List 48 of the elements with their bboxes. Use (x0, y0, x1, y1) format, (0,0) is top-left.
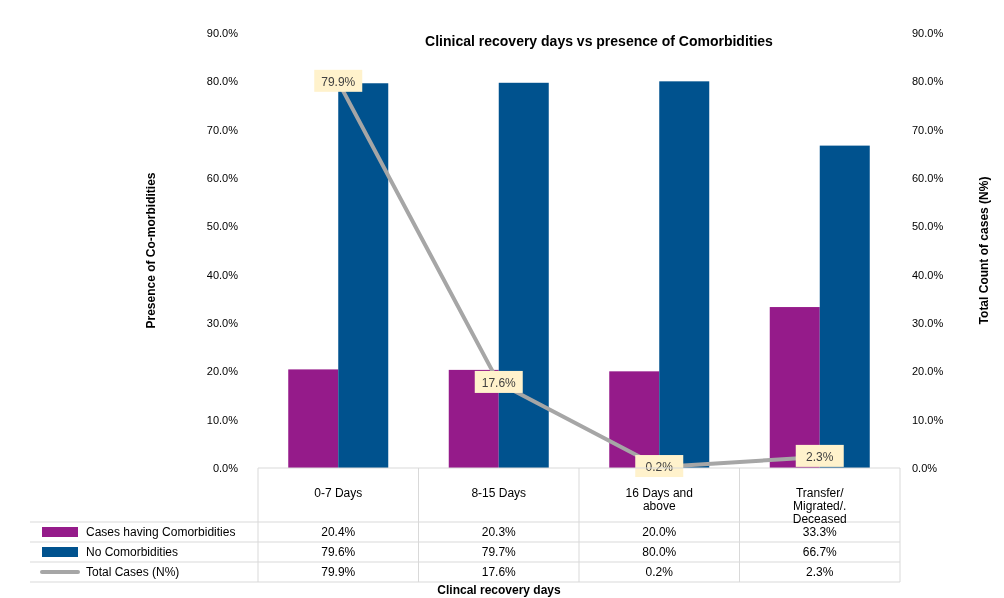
legend-label: No Comorbidities (86, 545, 179, 559)
y-tick-label: 30.0% (206, 317, 239, 329)
data-label: 80.0% (642, 545, 677, 559)
legend-label: Cases having Comorbidities (86, 525, 236, 539)
y-tick-label: 60.0% (206, 172, 239, 184)
text: 17.6% (481, 375, 516, 390)
y2-tick-label: 60.0% (912, 172, 944, 184)
bar (288, 369, 339, 468)
y-tick-label: 50.0% (206, 220, 239, 233)
y-tick-label: 90.0% (206, 27, 239, 39)
y2-tick-label: 20.0% (912, 365, 944, 378)
data-label: 79.7% (481, 545, 517, 559)
x-tick-label: Transfer/ Migrated/. Deceased (792, 486, 847, 526)
y2-tick-label: 50.0% (912, 220, 944, 233)
legend-label: Total Cases (N%) (86, 565, 180, 579)
y-tick-label: 70.0% (206, 123, 239, 136)
y-tick-label: 40.0% (206, 268, 239, 281)
x-tick-label: 16 Days and above (625, 486, 693, 513)
data-label: 2.3% (806, 565, 834, 579)
y2-tick-label: 30.0% (912, 317, 944, 329)
y2-tick-label: 70.0% (912, 123, 944, 136)
data-label: 66.7% (802, 545, 838, 559)
y2-tick-label: 10.0% (912, 413, 944, 426)
text: 2.3% (806, 449, 834, 464)
data-label: 79.6% (321, 545, 356, 559)
y2-tick-label: 0.0% (912, 462, 938, 474)
y2-tick-label: 90.0% (912, 27, 944, 39)
text: 79.9% (321, 74, 356, 89)
data-label: 20.4% (321, 525, 356, 539)
data-label: 17.6% (481, 565, 517, 579)
y-tick-label: 10.0% (206, 413, 239, 426)
data-label: 0.2% (645, 565, 674, 579)
y-tick-label: 20.0% (206, 365, 239, 378)
x-tick-label: 0-7 Days (314, 486, 363, 500)
y-axis-title: Presence of Co-morbidities (144, 172, 158, 329)
y2-tick-label: 40.0% (912, 268, 944, 281)
x-tick-label: 8-15 Days (471, 486, 527, 500)
text: 0.2% (645, 460, 673, 475)
y-tick-label: 0.0% (212, 462, 239, 474)
data-label: 79.9% (321, 565, 356, 579)
y2-tick-label: 80.0% (912, 75, 944, 88)
data-label: 33.3% (802, 525, 838, 539)
chart-title: Clinical recovery days vs presence of Comorbidities (425, 33, 774, 49)
x-axis-title: Clincal recovery days (437, 583, 562, 597)
y-tick-label: 80.0% (206, 75, 239, 88)
data-label: 20.3% (481, 525, 517, 539)
data-label: 20.0% (642, 525, 677, 539)
y2-axis-title: Total Count of cases (N%) (977, 176, 991, 325)
